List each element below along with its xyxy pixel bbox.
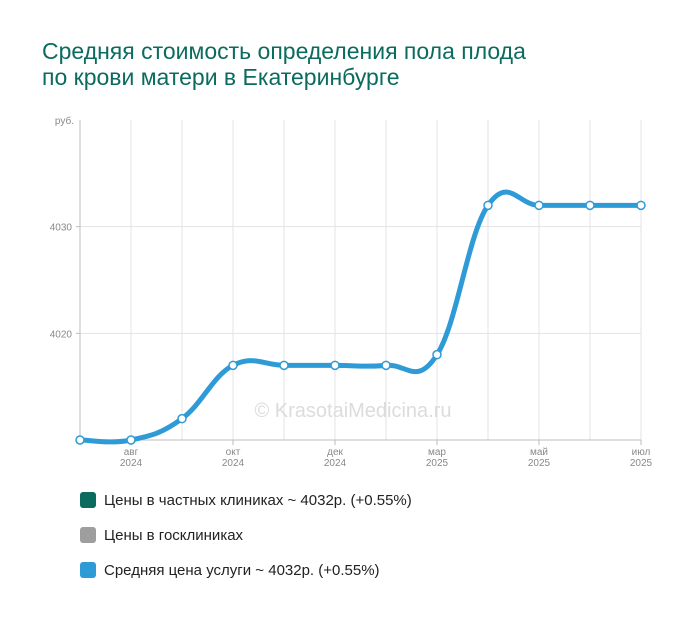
x-tick-label-month: мар <box>428 447 446 458</box>
legend-swatch-public <box>80 527 96 543</box>
chart-title-line1: Средняя стоимость определения пола плода <box>42 38 526 64</box>
data-point <box>177 413 187 424</box>
data-point <box>228 360 238 371</box>
points-layer <box>75 200 646 445</box>
data-point <box>75 435 85 445</box>
x-tick-label-year: 2024 <box>324 458 347 469</box>
x-tick-label-month: авг <box>124 447 139 458</box>
data-point <box>432 349 442 360</box>
legend-label-public: Цены в госклиниках <box>104 526 244 544</box>
x-tick-label-year: 2025 <box>426 458 449 469</box>
x-tick-label-year: 2025 <box>630 458 653 469</box>
data-point <box>126 435 136 445</box>
axis-layer: руб.40204030авг2024окт2024дек2024мар2025… <box>50 115 653 469</box>
data-point <box>636 200 646 211</box>
x-tick-label-month: дек <box>327 447 343 458</box>
x-tick-label-year: 2025 <box>528 458 551 469</box>
legend: Цены в частных клиниках ~ 4032р. (+0.55%… <box>80 490 412 595</box>
x-tick-label-month: июл <box>632 447 651 458</box>
y-tick-label: 4020 <box>50 329 73 340</box>
data-point <box>585 200 595 211</box>
data-point <box>330 360 340 371</box>
x-tick-label-month: май <box>530 447 548 458</box>
watermark-text: © KrasotaiMedicina.ru <box>254 400 451 422</box>
legend-label-private: Цены в частных клиниках ~ 4032р. (+0.55%… <box>104 491 412 509</box>
chart-title-line2: по крови матери в Екатеринбурге <box>42 64 400 90</box>
legend-item-public[interactable]: Цены в госклиниках <box>80 525 412 545</box>
legend-label-average: Средняя цена услуги ~ 4032р. (+0.55%) <box>104 561 380 579</box>
line-chart: руб.40204030авг2024окт2024дек2024мар2025… <box>50 115 653 469</box>
data-point <box>534 200 544 211</box>
y-tick-label: 4030 <box>50 223 73 234</box>
x-tick-label-year: 2024 <box>120 458 143 469</box>
legend-item-average[interactable]: Средняя цена услуги ~ 4032р. (+0.55%) <box>80 560 412 580</box>
chart-title: Средняя стоимость определения пола плода… <box>42 38 526 90</box>
x-tick-label-month: окт <box>226 447 241 458</box>
x-tick-label-year: 2024 <box>222 458 245 469</box>
legend-swatch-private <box>80 492 96 508</box>
grid-layer <box>80 120 642 440</box>
data-point <box>381 360 391 371</box>
y-axis-unit-label: руб. <box>55 115 74 127</box>
data-point <box>483 200 493 211</box>
legend-swatch-average <box>80 562 96 578</box>
legend-item-private[interactable]: Цены в частных клиниках ~ 4032р. (+0.55%… <box>80 490 412 510</box>
data-point <box>279 360 289 371</box>
